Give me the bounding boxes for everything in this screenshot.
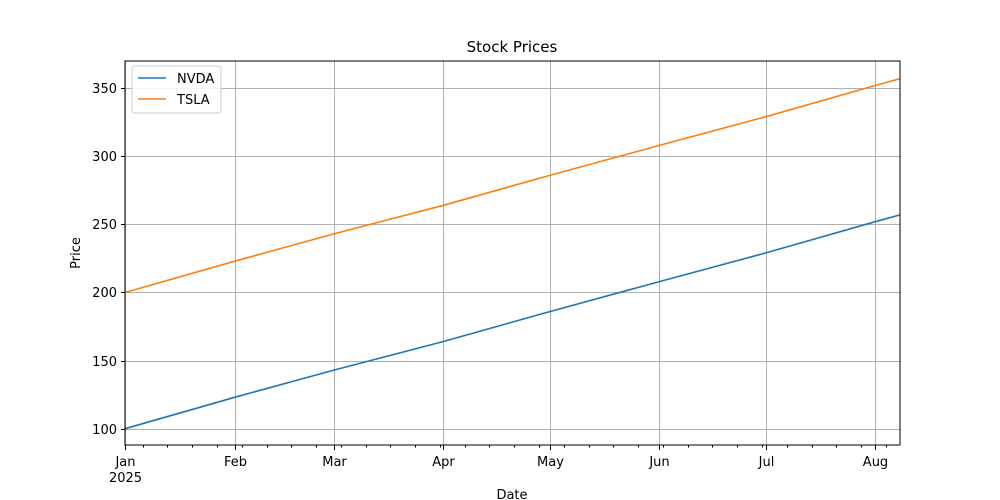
y-axis-ticks: 100 150 200 250 300 350 [92, 82, 125, 438]
x-tick-label: Feb [224, 455, 247, 470]
x-axis-label: Date [496, 488, 527, 500]
legend: NVDA TSLA [131, 65, 222, 114]
chart-title: Stock Prices [467, 38, 558, 56]
x-tick-label: Jun [648, 455, 669, 470]
y-axis-label: Price [69, 237, 84, 269]
x-tick-label: Aug [863, 455, 888, 470]
grid-layer [125, 61, 900, 445]
series-line-nvda [124, 214, 901, 430]
legend-label-tsla: TSLA [176, 93, 210, 108]
legend-label-nvda: NVDA [177, 72, 214, 87]
y-tick-label: 250 [92, 218, 117, 233]
x-tick-label: Apr [432, 455, 455, 470]
plot-frame [124, 60, 901, 446]
y-tick-label: 350 [92, 82, 117, 97]
series-line-tsla [124, 77, 901, 294]
series-layer [124, 77, 901, 430]
x-tick-label: May [537, 455, 564, 470]
x-tick-label: Jul [758, 455, 775, 470]
x-tick-label: Mar [322, 455, 347, 470]
y-tick-label: 200 [92, 286, 117, 301]
minor-ticks [143, 445, 887, 448]
y-tick-label: 100 [92, 423, 117, 438]
y-tick-label: 150 [92, 355, 117, 370]
x-tick-sublabel: 2025 [109, 471, 142, 486]
y-tick-label: 300 [92, 150, 117, 165]
x-tick-label: Jan [114, 455, 135, 470]
